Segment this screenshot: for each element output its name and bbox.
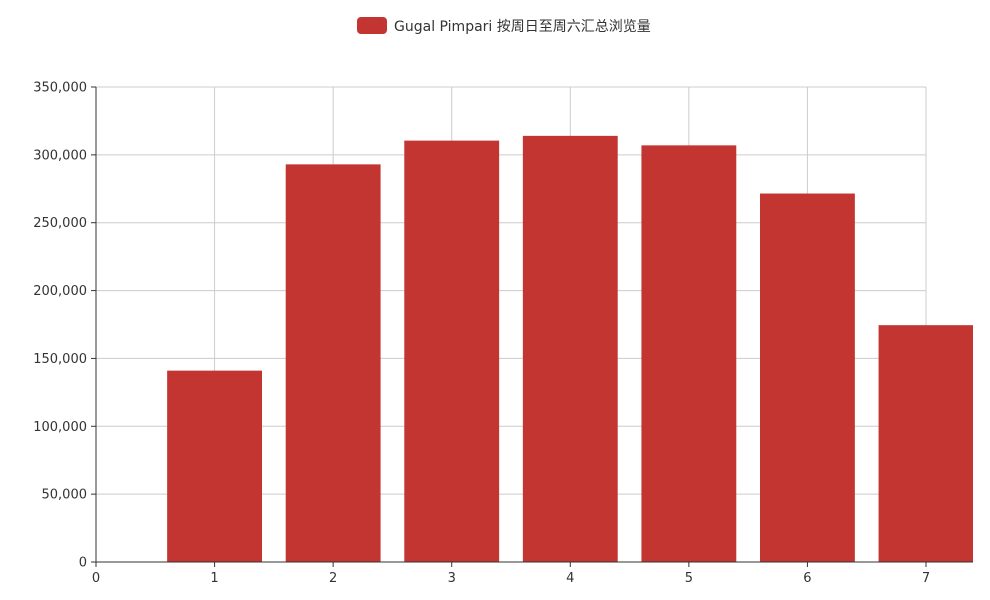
y-tick-label: 0: [79, 556, 87, 571]
x-tick-label: 3: [448, 571, 456, 586]
bar[interactable]: [641, 145, 737, 562]
x-tick-label: 6: [803, 571, 811, 586]
x-tick-label: 7: [922, 571, 930, 586]
bar[interactable]: [167, 370, 262, 562]
bar[interactable]: [522, 135, 618, 562]
legend-swatch[interactable]: [357, 17, 387, 34]
y-tick-label: 150,000: [33, 352, 87, 367]
y-tick-label: 50,000: [42, 488, 88, 503]
bar[interactable]: [878, 325, 973, 562]
axes: 0 50,000 100,000 150,000 200,000 250,000 300,0…: [33, 81, 973, 586]
y-tick-label: 350,000: [33, 81, 87, 96]
bar[interactable]: [404, 140, 500, 562]
bar[interactable]: [285, 164, 381, 562]
legend[interactable]: Gugal Pimpari 按周日至周六汇总浏览量: [357, 17, 651, 35]
y-tick-label: 100,000: [33, 420, 87, 435]
y-tick-label: 300,000: [33, 148, 87, 163]
x-tick-label: 0: [92, 571, 100, 586]
bars: [167, 135, 973, 563]
x-tick-label: 4: [566, 571, 574, 586]
x-tick-label: 1: [210, 571, 218, 586]
x-tick-label: 5: [685, 571, 693, 586]
x-tick-label: 2: [329, 571, 337, 586]
bar[interactable]: [760, 193, 855, 563]
legend-label[interactable]: Gugal Pimpari 按周日至周六汇总浏览量: [394, 19, 651, 35]
y-tick-label: 250,000: [33, 216, 87, 231]
y-tick-label: 200,000: [33, 284, 87, 299]
